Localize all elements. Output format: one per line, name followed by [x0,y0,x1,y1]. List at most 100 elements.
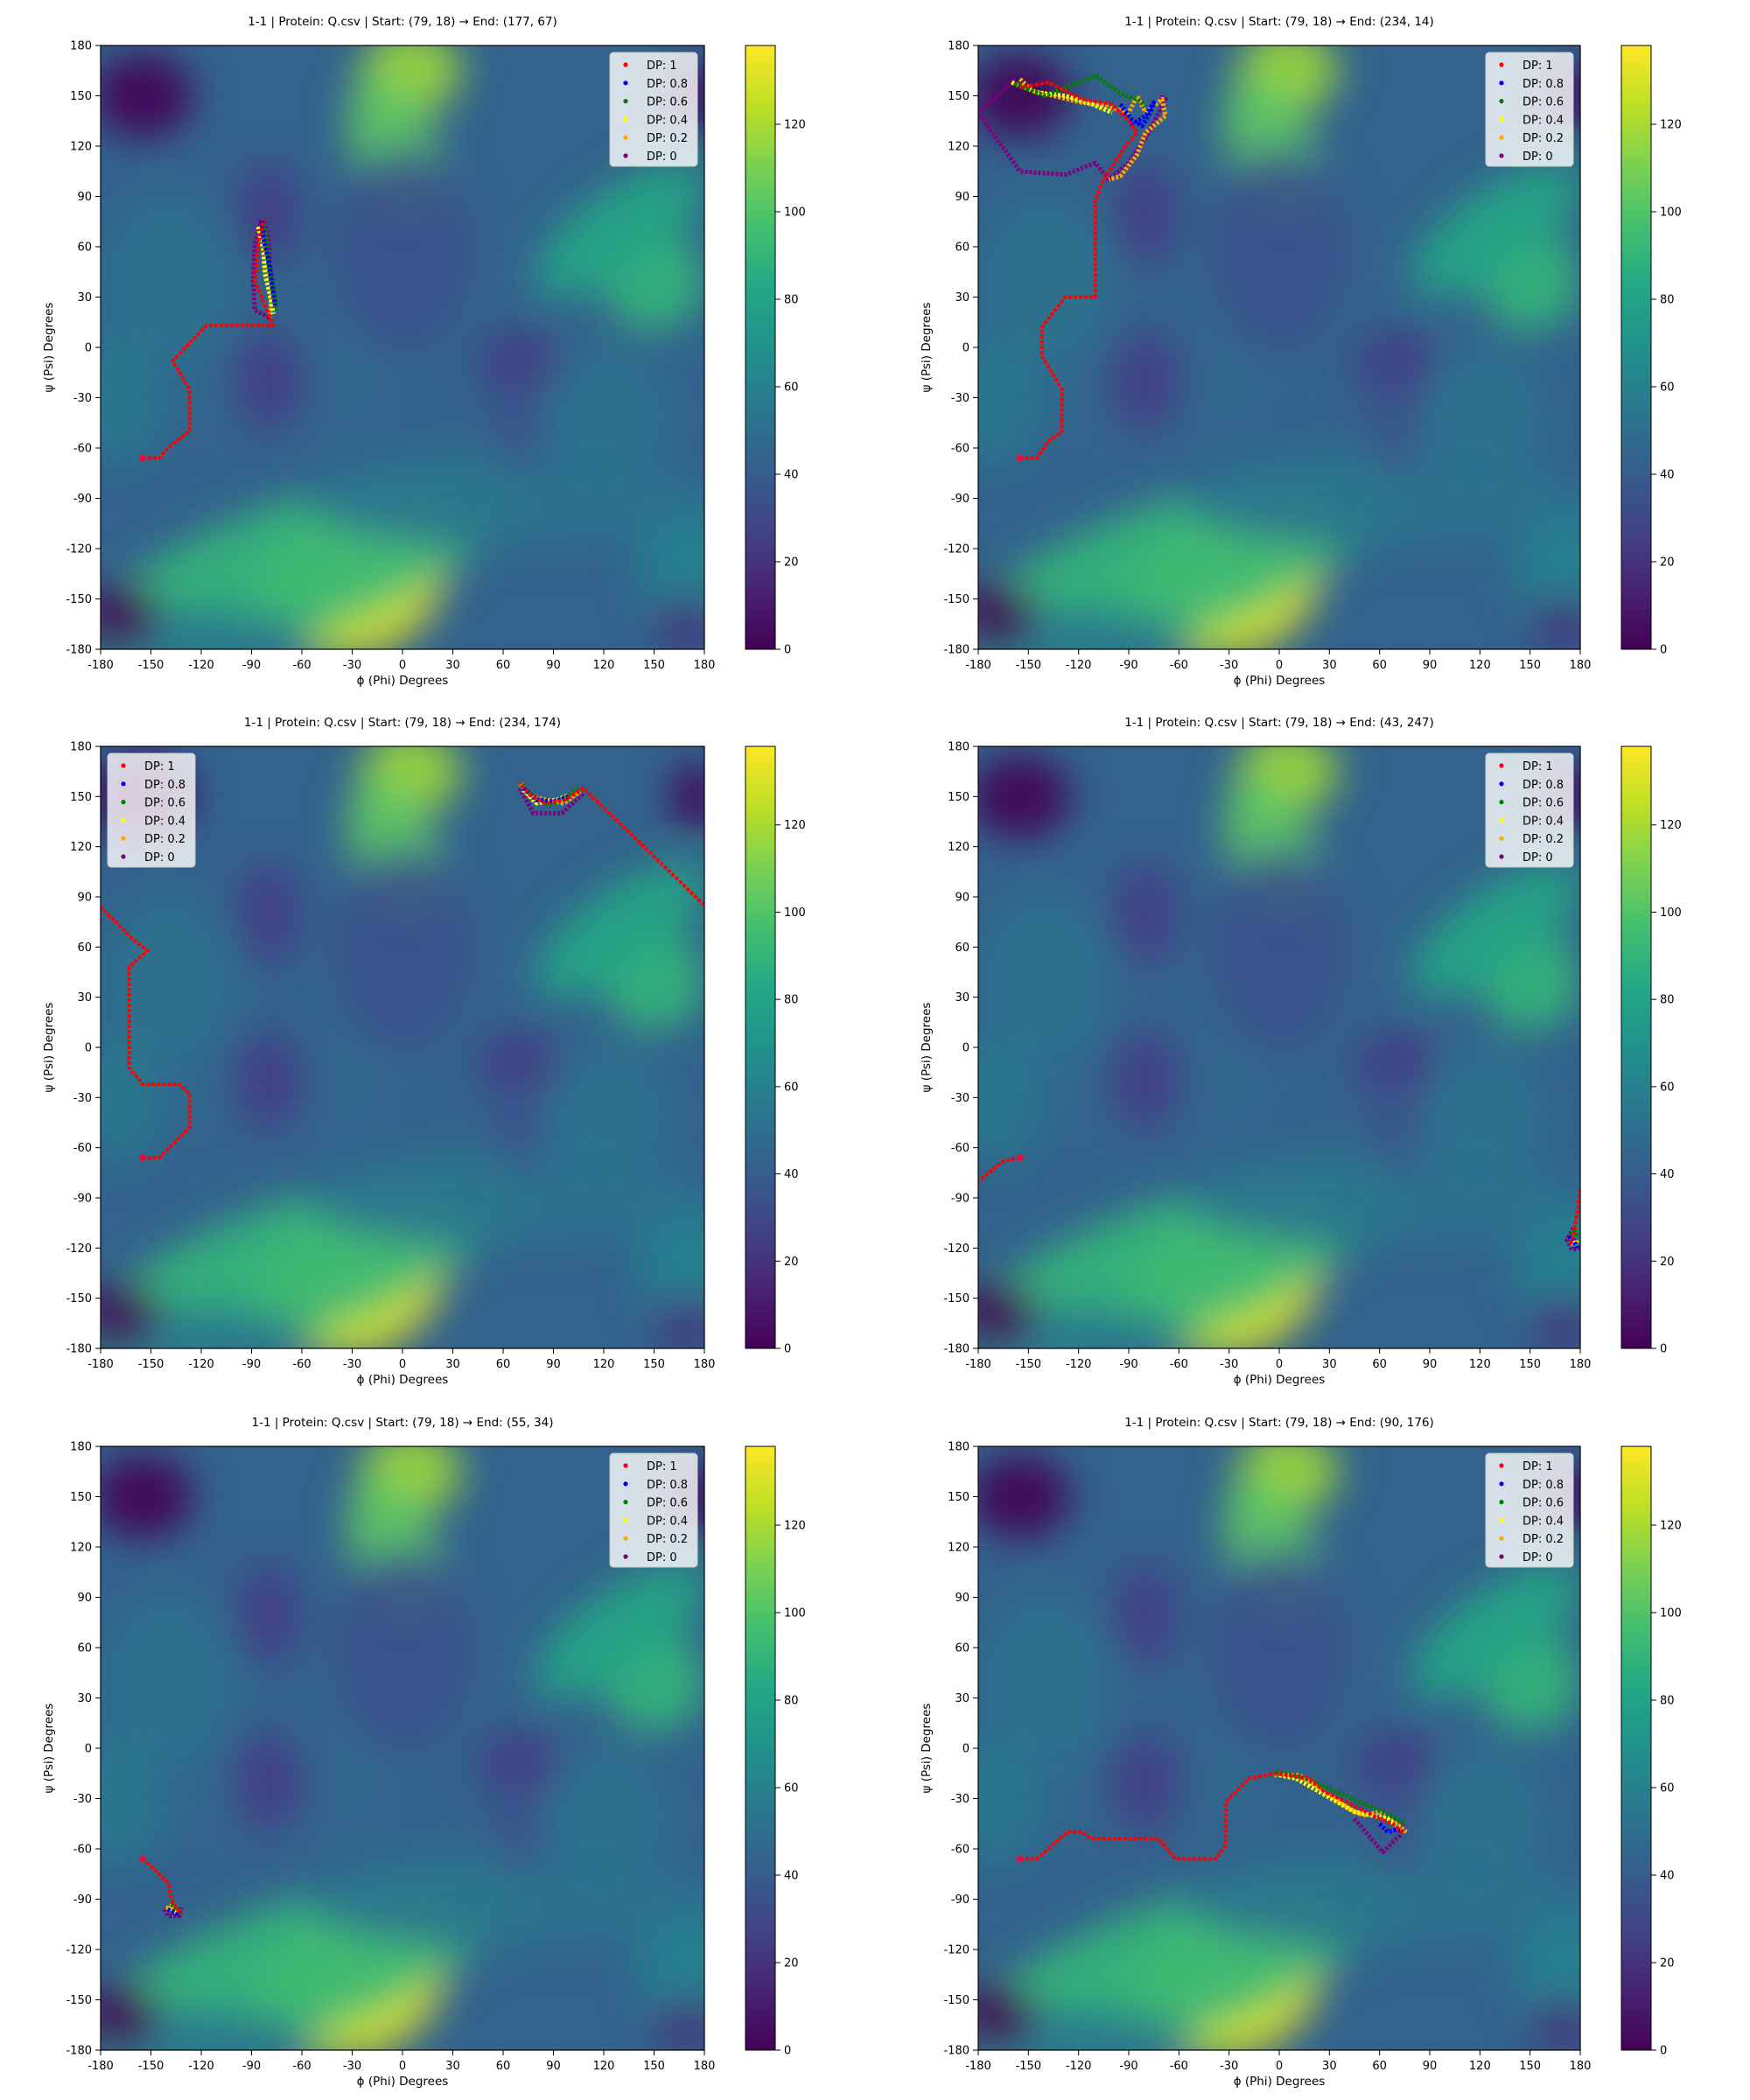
x-tick-label: 150 [1519,1358,1541,1371]
colorbar-tick-label: 20 [784,1957,799,1970]
colorbar-tick-label: 0 [784,644,791,657]
legend-marker [623,1554,628,1559]
subplot-3: -180 -150 -120 -90 -60 -30 0 30 60 90 120 150 180 -18… [42,716,806,1387]
x-tick-label: 90 [546,659,561,672]
y-tick-label: -150 [943,1292,970,1306]
x-tick-label: 150 [1519,2060,1541,2073]
y-axis-label: ψ (Psi) Degrees [920,1704,934,1794]
colorbar-tick-label: 80 [784,1695,799,1708]
y-tick-label: 120 [70,841,92,854]
y-tick-label: 0 [85,342,92,355]
colorbar-tick-label: 100 [784,1607,806,1620]
legend-marker [623,62,628,67]
colorbar: 0 20 40 60 80 100 120 [745,1446,806,2058]
legend-marker [1499,80,1504,86]
x-tick-label: 120 [1469,2060,1491,2073]
y-tick-label: -120 [943,1242,970,1256]
trajectory-dp-0-6 [520,783,580,808]
x-tick-label: -30 [1220,659,1238,672]
x-tick-label: 120 [593,659,615,672]
y-tick-label: -60 [74,443,92,456]
colorbar-tick-label: 40 [1660,1168,1675,1181]
trajectory-dp-0-6 [1014,74,1147,108]
y-tick-label: 30 [77,1692,92,1705]
x-tick-label: 30 [1322,1358,1337,1371]
x-tick-label: 0 [1276,2060,1283,2073]
x-tick-label: -60 [1170,1358,1188,1371]
x-tick-label: 30 [1322,2060,1337,2073]
x-tick-label: -150 [1016,2060,1042,2073]
x-tick-label: -60 [292,1358,311,1371]
x-tick-label: 60 [1372,659,1387,672]
x-tick-label: 0 [1276,1358,1283,1371]
y-tick-label: 180 [948,1441,970,1454]
subplot-1: -180 -150 -120 -90 -60 -30 0 30 60 90 120 150 180 -18… [42,15,806,688]
colorbar-tick-label: 40 [1660,469,1675,482]
x-tick-label: -180 [88,659,114,672]
x-tick-label: 0 [399,2060,406,2073]
legend-marker [1499,1463,1504,1468]
legend-marker [623,1536,628,1541]
colorbar-tick-label: 20 [1660,1957,1675,1970]
x-tick-label: 30 [445,1358,460,1371]
colorbar-tick-label: 60 [784,1081,799,1094]
legend-entry: DP: 0 [1522,851,1553,864]
x-tick-label: -150 [138,659,164,672]
trajectory-dp-0-8 [166,1907,181,1918]
legend-marker [1499,62,1504,67]
y-axis-label: ψ (Psi) Degrees [42,1003,56,1093]
legend: DP: 1 DP: 0.8 DP: 0.6 DP: 0.4 DP: 0.2 DP: 0 [1485,752,1574,868]
y-tick-label: 0 [962,1042,970,1055]
colorbar-tick-label: 40 [784,469,799,482]
y-tick-label: 60 [77,242,92,255]
y-tick-label: 180 [948,40,970,53]
trajectory-dp-0-8 [1377,1822,1401,1835]
legend-entry: DP: 0 [1522,150,1553,164]
trajectory-dp-0 [1353,1816,1405,1855]
x-tick-label: 0 [1276,659,1283,672]
x-tick-label: 150 [643,1358,665,1371]
trajectory-dp-0-8 [259,221,277,306]
x-tick-label: -30 [343,2060,361,2073]
y-tick-label: 150 [948,1491,970,1504]
x-tick-label: -60 [292,659,311,672]
x-tick-label: 120 [1469,659,1491,672]
legend-entry: DP: 0.2 [144,833,186,846]
y-tick-label: 90 [955,191,970,204]
trajectory-dp-0 [517,787,585,816]
colorbar-tick-label: 120 [1660,119,1682,132]
y-tick-label: -180 [66,644,92,657]
trajectory-dp-1 [518,781,704,907]
y-tick-label: 180 [948,741,970,754]
x-tick-label: -90 [242,2060,261,2073]
legend-entry: DP: 1 [647,1460,677,1474]
y-tick-label: -60 [74,1844,92,1857]
energy-heatmap [101,46,704,649]
x-tick-label: 180 [694,659,716,672]
x-tick-label: -120 [188,1358,214,1371]
energy-heatmap [978,46,1580,649]
x-tick-label: -180 [88,2060,114,2073]
y-tick-label: 30 [955,991,970,1004]
x-tick-label: 90 [546,1358,561,1371]
trajectory-dp-1 [1568,1189,1580,1246]
legend-entry: DP: 0.2 [1522,833,1564,846]
legend: DP: 1 DP: 0.8 DP: 0.6 DP: 0.4 DP: 0.2 DP: 0 [1485,52,1574,167]
legend-entry: DP: 0.4 [1522,114,1564,127]
legend-marker [1499,1554,1504,1559]
x-tick-label: 30 [445,2060,460,2073]
legend-entry: DP: 0.6 [1522,1497,1564,1510]
y-tick-label: -90 [74,1894,92,1907]
x-tick-label: -150 [1016,1358,1042,1371]
x-tick-label: -150 [1016,659,1042,672]
start-marker [1016,1855,1024,1863]
colorbar-tick-label: 120 [1660,1520,1682,1533]
y-tick-label: 0 [962,342,970,355]
x-tick-label: 30 [445,659,460,672]
colorbar-tick-label: 60 [1660,1081,1675,1094]
x-tick-label: 90 [1423,1358,1438,1371]
x-tick-label: -120 [1066,1358,1092,1371]
x-tick-label: -60 [292,2060,311,2073]
colorbar-tick-label: 20 [784,556,799,570]
